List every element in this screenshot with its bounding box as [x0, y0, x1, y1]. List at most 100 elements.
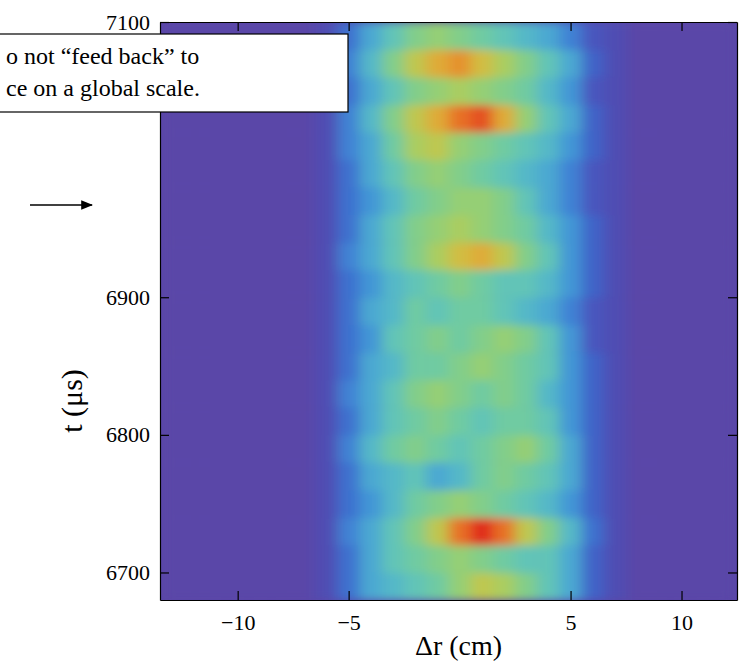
tick-mark: [728, 297, 737, 298]
heat-cell: [426, 490, 449, 518]
tick: 6700: [106, 560, 169, 585]
heat-cell: [648, 105, 671, 133]
heat-cell: [471, 242, 494, 270]
heat-cell: [338, 490, 361, 518]
heat-cell: [582, 545, 605, 573]
heat-cell: [271, 490, 294, 518]
annotation-arrow: [30, 204, 92, 206]
tick-label: 7100: [106, 10, 150, 35]
heat-cell: [604, 572, 627, 600]
heat-cell: [293, 545, 316, 573]
heat-cell: [249, 435, 272, 463]
heat-cell: [582, 22, 605, 50]
tick: −10: [221, 591, 255, 635]
heat-cell: [426, 160, 449, 188]
heat-cell: [515, 50, 538, 78]
heat-cell: [315, 490, 338, 518]
heat-cell: [693, 297, 716, 325]
heat-cell: [471, 380, 494, 408]
heat-cell: [693, 77, 716, 105]
tick: [728, 572, 737, 573]
heat-cell: [604, 352, 627, 380]
heat-cell: [249, 545, 272, 573]
heat-cell: [426, 517, 449, 545]
heat-cell: [693, 435, 716, 463]
heat-cell: [338, 297, 361, 325]
heat-cell: [404, 352, 427, 380]
heat-cell: [182, 297, 205, 325]
heat-cell: [404, 462, 427, 490]
heat-cell: [249, 215, 272, 243]
heat-cell: [582, 517, 605, 545]
heat-cell: [693, 22, 716, 50]
heat-cell: [204, 572, 227, 600]
heat-cell: [626, 462, 649, 490]
heat-cell: [227, 490, 250, 518]
heat-cell: [360, 490, 383, 518]
heat-cell: [715, 50, 737, 78]
heat-cell: [449, 352, 472, 380]
heat-cell: [493, 187, 516, 215]
heat-cell: [604, 325, 627, 353]
tick: [349, 22, 350, 31]
heat-cell: [670, 77, 693, 105]
heat-cell: [249, 325, 272, 353]
heat-cell: [271, 187, 294, 215]
tick-mark: [570, 22, 571, 31]
heat-cell: [360, 77, 383, 105]
heat-cell: [693, 187, 716, 215]
heat-cell: [604, 215, 627, 243]
heat-cell: [315, 407, 338, 435]
heat-cell: [715, 132, 737, 160]
heat-cell: [160, 325, 183, 353]
heat-cell: [449, 215, 472, 243]
heat-cell: [693, 517, 716, 545]
heat-cell: [515, 160, 538, 188]
heat-cell: [182, 545, 205, 573]
heat-cell: [582, 325, 605, 353]
heat-cell: [648, 22, 671, 50]
heat-cell: [582, 105, 605, 133]
heat-cell: [204, 517, 227, 545]
heat-cell: [271, 462, 294, 490]
heat-cell: [604, 517, 627, 545]
heat-cell: [559, 297, 582, 325]
y-axis-title: t (μs): [55, 369, 89, 433]
heat-cell: [693, 407, 716, 435]
annotation-box: [0, 34, 348, 112]
heat-cell: [559, 352, 582, 380]
heat-cell: [426, 242, 449, 270]
heat-cell: [382, 462, 405, 490]
heat-cell: [293, 132, 316, 160]
heat-cell: [360, 132, 383, 160]
tick: 7100: [106, 10, 169, 35]
heat-cell: [670, 517, 693, 545]
heat-cell: [604, 545, 627, 573]
heat-cell: [515, 380, 538, 408]
heat-cell: [227, 352, 250, 380]
heat-cell: [426, 22, 449, 50]
heat-cell: [426, 132, 449, 160]
heat-cell: [315, 545, 338, 573]
heat-cell: [449, 187, 472, 215]
tick: [728, 297, 737, 298]
heat-cell: [515, 242, 538, 270]
heat-cell: [582, 187, 605, 215]
heat-cell: [648, 462, 671, 490]
heat-cell: [382, 242, 405, 270]
heat-cell: [626, 490, 649, 518]
heat-cell: [715, 270, 737, 298]
heat-cell: [404, 380, 427, 408]
heat-cell: [626, 160, 649, 188]
heat-cell: [693, 380, 716, 408]
heat-cell: [493, 270, 516, 298]
heat-cell: [160, 160, 183, 188]
heat-cell: [715, 160, 737, 188]
heat-cell: [515, 22, 538, 50]
heat-cell: [449, 132, 472, 160]
heat-cell: [493, 407, 516, 435]
heat-cell: [271, 545, 294, 573]
heat-cell: [493, 132, 516, 160]
heat-cell: [271, 352, 294, 380]
heat-cell: [648, 270, 671, 298]
